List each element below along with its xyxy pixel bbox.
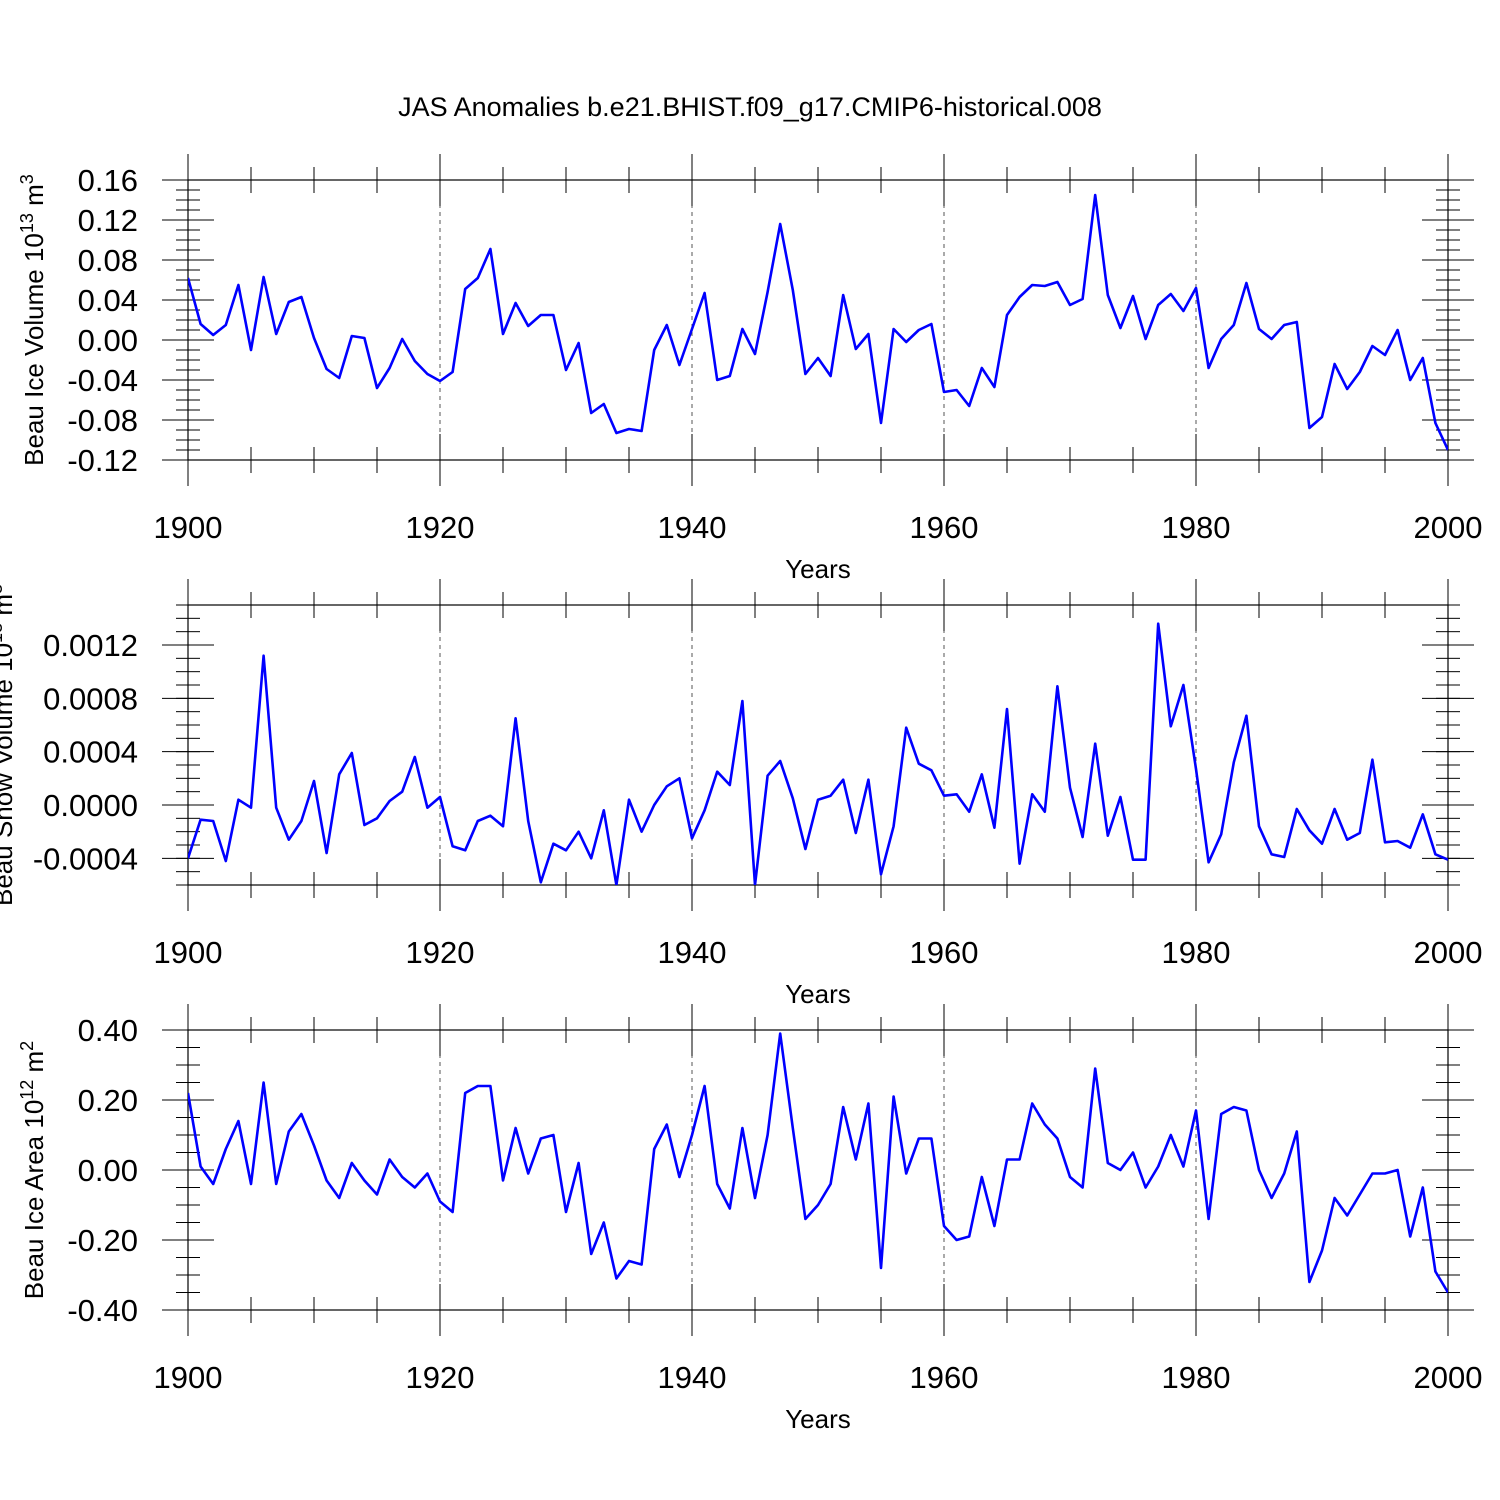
x-axis-title: Years [785, 979, 851, 1009]
y-axis-title-unit: m [19, 1051, 49, 1080]
y-axis-title-unit-exponent: 2 [17, 1041, 37, 1051]
y-axis-title-main: Beau Ice Volume 10 [19, 233, 49, 466]
y-tick-labels: -0.0004 0.0000 0.0004 0.0008 0.0012 [33, 628, 138, 876]
y-axis-title-main: Beau Snow Volume 10 [0, 643, 18, 906]
x-tick-label: 2000 [1414, 935, 1483, 970]
x-axis-title: Years [785, 554, 851, 584]
y-tick-label: -0.20 [67, 1223, 138, 1258]
panel-snow-volume: -0.0004 0.0000 0.0004 0.0008 0.0012 1900 1920… [0, 579, 1482, 1009]
y-tick-label: 0.40 [78, 1013, 138, 1048]
x-tick-label: 1920 [406, 1360, 475, 1395]
x-tick-label: 1900 [154, 935, 223, 970]
y-tick-label: -0.08 [67, 403, 138, 438]
y-tick-label: -0.0004 [33, 841, 138, 876]
panel-ice-area: -0.40-0.200.000.200.40 1900 1920 1940 1960 1… [17, 1004, 1482, 1434]
x-tick-label: 1980 [1162, 1360, 1231, 1395]
y-tick-label: 0.04 [78, 283, 138, 318]
x-tick-labels: 1900 1920 1940 1960 1980 2000 [154, 510, 1483, 545]
x-tick-label: 2000 [1414, 1360, 1483, 1395]
vertical-gridlines [439, 180, 1197, 460]
y-axis-title: Beau Snow Volume 1013 m3 [0, 584, 18, 906]
y-axis-title-unit: m [19, 184, 49, 213]
x-tick-label: 1960 [910, 1360, 979, 1395]
y-tick-label: -0.40 [67, 1293, 138, 1328]
x-tick-label: 1980 [1162, 510, 1231, 545]
y-tick-label: -0.04 [67, 363, 138, 398]
y-axis-title-unit: m [0, 594, 18, 623]
x-tick-label: 1920 [406, 935, 475, 970]
x-tick-label: 1960 [910, 510, 979, 545]
axis-ticks [162, 1004, 1474, 1336]
x-tick-labels: 1900 1920 1940 1960 1980 2000 [154, 935, 1483, 970]
y-tick-label: 0.0008 [43, 681, 138, 716]
y-tick-label: 0.00 [78, 1153, 138, 1188]
y-tick-labels: -0.12 -0.08 -0.04 0.00 0.04 0.08 0.12 0.16 [67, 163, 138, 478]
y-axis-title-exponent: 12 [17, 1080, 37, 1100]
y-tick-label: -0.12 [67, 443, 138, 478]
x-axis-title: Years [785, 1404, 851, 1434]
panel-ice-volume: -0.12 -0.08 -0.04 0.00 0.04 0.08 0.12 0.16 1900… [17, 154, 1482, 584]
x-tick-labels: 1900 1920 1940 1960 1980 2000 [154, 1360, 1483, 1395]
vertical-gridlines [439, 1030, 1197, 1310]
x-tick-label: 1900 [154, 1360, 223, 1395]
axis-ticks [162, 579, 1474, 911]
y-tick-label: 0.12 [78, 203, 138, 238]
y-axis-title-unit-exponent: 3 [0, 584, 6, 594]
y-axis-title-unit-exponent: 3 [17, 174, 37, 184]
x-tick-label: 1980 [1162, 935, 1231, 970]
y-tick-label: 0.0004 [43, 735, 138, 770]
y-tick-label: 0.00 [78, 323, 138, 358]
snow-volume-series-line [188, 622, 1448, 885]
y-axis-title-exponent: 13 [0, 623, 6, 643]
y-axis-title: Beau Ice Area 1012 m2 [17, 1041, 49, 1299]
x-tick-label: 1940 [658, 1360, 727, 1395]
x-tick-label: 1920 [406, 510, 475, 545]
ice-area-series-line [188, 1032, 1448, 1294]
y-tick-label: 0.0000 [43, 788, 138, 823]
chart-title: JAS Anomalies b.e21.BHIST.f09_g17.CMIP6-… [398, 92, 1102, 122]
x-tick-label: 1900 [154, 510, 223, 545]
ice-volume-series-line [188, 193, 1448, 451]
axis-ticks [162, 154, 1474, 486]
x-tick-label: 1960 [910, 935, 979, 970]
y-tick-label: 0.0012 [43, 628, 138, 663]
x-tick-label: 2000 [1414, 510, 1483, 545]
y-axis-title: Beau Ice Volume 1013 m3 [17, 174, 49, 466]
y-tick-label: 0.16 [78, 163, 138, 198]
y-tick-labels: -0.40 -0.20 0.00 0.20 0.40 [67, 1013, 138, 1328]
x-tick-label: 1940 [658, 935, 727, 970]
y-axis-title-main: Beau Ice Area 10 [19, 1100, 49, 1299]
y-tick-label: 0.20 [78, 1083, 138, 1118]
x-tick-label: 1940 [658, 510, 727, 545]
y-tick-label: 0.08 [78, 243, 138, 278]
y-axis-title-exponent: 13 [17, 213, 37, 233]
